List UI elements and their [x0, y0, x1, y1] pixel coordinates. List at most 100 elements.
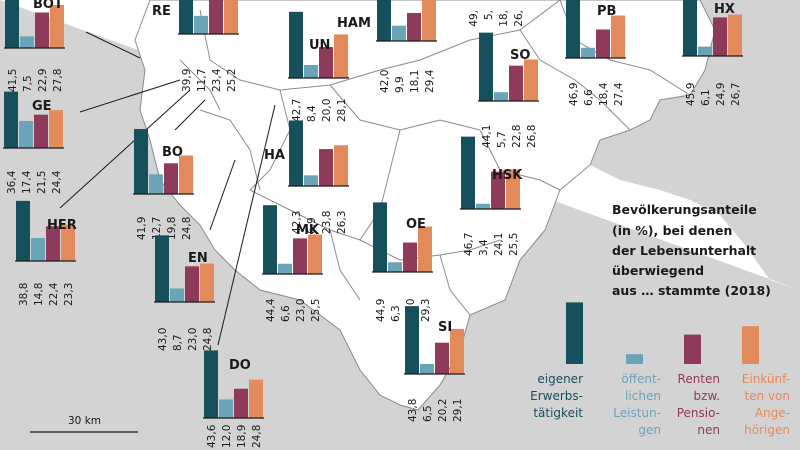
value-label: 25,5 — [310, 299, 322, 322]
value-label: 44,9 — [375, 299, 387, 322]
bar-oeffentlich — [698, 46, 712, 56]
bar-oeffentlich — [420, 363, 434, 374]
legend-title-line: Bevölkerungsanteile — [612, 202, 757, 217]
legend-caption-line: Renten — [678, 372, 720, 386]
region-glyph-pb: 46,9 6,6 18,4 27,4 PB — [565, 0, 626, 106]
value-label: 42,7 — [291, 99, 303, 122]
value-label: 20,2 — [437, 399, 449, 422]
scale-label: 30 km — [68, 415, 101, 427]
bar-oeffentlich — [219, 399, 233, 418]
value-label: 26, — [513, 10, 525, 27]
value-label: 12,0 — [221, 425, 233, 448]
region-glyph-bo: 41,9 12,7 19,8 24,8 BO — [133, 129, 194, 240]
bar-erwerb — [405, 306, 419, 374]
value-label: 41,5 — [7, 69, 19, 92]
bar-renten — [185, 266, 199, 302]
map-label-re: RE — [152, 4, 171, 19]
leader-lines — [59, 31, 276, 346]
bar-erwerb — [683, 0, 697, 56]
value-label: 25,2 — [226, 69, 238, 92]
bar-angehoerige — [524, 59, 538, 101]
bar-angehoerige — [728, 14, 742, 57]
value-label: 28,1 — [336, 99, 348, 122]
value-label: 39,9 — [181, 69, 193, 92]
bar-erwerb — [377, 0, 391, 41]
leader-line-do — [217, 104, 276, 346]
value-label: 42,0 — [379, 70, 391, 93]
value-label: 24,9 — [715, 83, 727, 106]
bar-angehoerige — [224, 0, 238, 35]
value-label: 49, — [468, 10, 480, 27]
bar-erwerb — [566, 0, 580, 58]
leader-line-en — [209, 159, 236, 231]
legend-caption-line: Leistun- — [613, 406, 661, 420]
bar-angehoerige — [334, 145, 348, 186]
legend-caption-line: eigener — [537, 372, 583, 386]
bar-oeffentlich — [170, 288, 184, 302]
bar-renten — [164, 163, 178, 194]
value-label: 18,4 — [598, 82, 610, 106]
bar-angehoerige — [50, 4, 64, 48]
region-glyph-re: 39,9 11,7 23,4 25,2 — [178, 0, 239, 92]
bar-angehoerige — [334, 34, 348, 78]
legend-bar-oeffentlich — [626, 354, 643, 364]
region-code-label: UN — [309, 38, 330, 53]
legend-caption-line: öffent- — [621, 372, 661, 386]
value-label: 12,7 — [151, 217, 163, 240]
bar-renten — [34, 114, 48, 148]
region-glyph-her: 38,8 14,8 22,4 23,3 HER — [15, 200, 77, 306]
bar-oeffentlich — [304, 64, 318, 78]
value-label: 25,5 — [508, 233, 520, 256]
value-label: 19,8 — [166, 217, 178, 240]
region-code-label: BOT — [33, 0, 63, 12]
bar-erwerb — [16, 200, 30, 261]
bar-angehoerige — [450, 328, 464, 374]
map-label-ham: HAM — [337, 16, 371, 31]
bar-oeffentlich — [304, 175, 318, 186]
region-code-label: SI — [438, 320, 452, 335]
bar-oeffentlich — [149, 174, 163, 194]
legend-title-line: aus … stammte (2018) — [612, 283, 771, 298]
value-label: 23,0 — [187, 328, 199, 351]
bar-renten — [293, 238, 307, 274]
value-label: 7,5 — [22, 75, 34, 92]
bar-renten — [509, 65, 523, 101]
value-label: 36,4 — [6, 170, 18, 194]
bar-oeffentlich — [31, 238, 45, 261]
bar-oeffentlich — [476, 203, 490, 209]
bar-erwerb — [289, 120, 303, 186]
district-boundaries — [179, 0, 691, 316]
legend-caption-line: nen — [697, 423, 720, 437]
value-label: 41,9 — [136, 217, 148, 240]
region-code-label: DO — [229, 358, 251, 373]
bar-renten — [319, 47, 333, 78]
bar-erwerb — [461, 136, 475, 209]
value-label: 42,3 — [291, 211, 303, 234]
region-glyph-hsk: 46,7 3,4 24,1 25,5 HSK — [460, 136, 523, 256]
region-glyph-ge: 36,4 17,4 21,5 24,4 GE — [3, 91, 64, 194]
value-label: 23,3 — [63, 283, 75, 306]
value-label: 6,6 — [583, 89, 595, 106]
region-glyph-partial: 49, 5, 18, 26, — [468, 10, 525, 27]
bar-renten — [491, 171, 505, 209]
legend-captions: eigener Erwerbs-tätigkeit öffent-lichen Lei… — [530, 372, 790, 437]
value-label: 6,9 — [306, 217, 318, 234]
region-glyph-ha: 42,3 6,9 23,8 26,3 — [288, 120, 349, 234]
legend-caption-line: hörigen — [744, 423, 790, 437]
legend-title-line: überwiegend — [612, 263, 704, 278]
bar-renten — [407, 12, 421, 41]
value-label: 29,3 — [420, 299, 432, 322]
region-glyph-ham: 42,0 9,9 18,1 29,4 — [376, 0, 437, 93]
value-label: 9,9 — [394, 76, 406, 93]
bar-oeffentlich — [494, 92, 508, 101]
value-label: 24,8 — [251, 425, 263, 448]
bar-angehoerige — [308, 234, 322, 274]
value-label: 5, — [483, 10, 495, 20]
value-label: 29,1 — [452, 399, 464, 422]
bar-erwerb — [4, 91, 18, 148]
legend-caption-line: Pensio- — [677, 406, 720, 420]
value-label: 6,3 — [390, 305, 402, 322]
value-label: 43,8 — [407, 399, 419, 422]
region-code-label: BO — [162, 145, 183, 160]
bar-angehoerige — [200, 263, 214, 302]
